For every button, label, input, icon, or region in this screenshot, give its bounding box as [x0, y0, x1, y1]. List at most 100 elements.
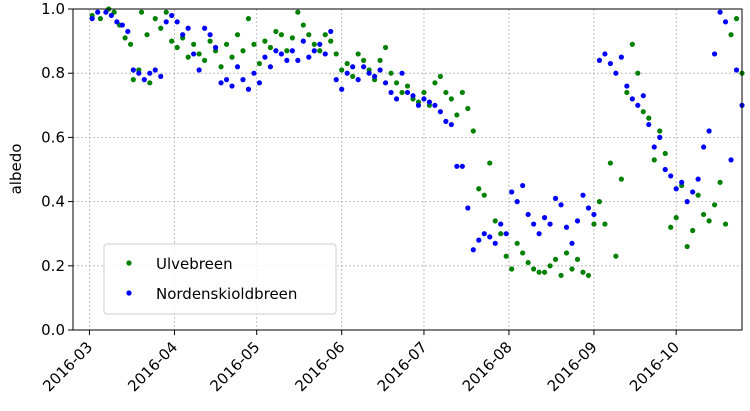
- data-point: [624, 89, 630, 96]
- series-1: [89, 9, 745, 253]
- data-point: [191, 41, 197, 47]
- data-point: [278, 32, 284, 38]
- data-point: [317, 48, 323, 54]
- data-point: [525, 259, 531, 266]
- x-tick-label: 2016-05: [206, 338, 263, 395]
- y-tick-label: 0.0: [41, 321, 65, 339]
- data-point: [306, 54, 312, 60]
- data-point: [673, 215, 679, 221]
- data-point: [234, 32, 241, 38]
- data-point: [448, 96, 454, 102]
- data-point: [350, 64, 356, 70]
- data-point: [361, 64, 367, 70]
- data-point: [152, 67, 158, 73]
- data-point: [547, 221, 553, 227]
- data-point: [377, 57, 383, 63]
- x-tick-label: 2016-04: [124, 338, 181, 395]
- data-point: [701, 144, 707, 150]
- data-point: [289, 48, 295, 54]
- data-point: [514, 240, 520, 246]
- data-point: [404, 83, 411, 89]
- data-point: [295, 9, 301, 15]
- data-point: [103, 9, 109, 15]
- data-point: [668, 224, 674, 230]
- data-point: [728, 157, 734, 163]
- data-point: [344, 70, 350, 76]
- data-point: [229, 54, 235, 60]
- data-point: [558, 202, 564, 208]
- data-point: [174, 19, 180, 25]
- data-point: [629, 41, 635, 47]
- data-point: [97, 16, 104, 22]
- data-point: [130, 77, 136, 83]
- data-point: [251, 70, 257, 76]
- data-point: [695, 192, 701, 198]
- data-point: [393, 96, 400, 102]
- data-point: [410, 93, 416, 99]
- data-point: [498, 231, 504, 237]
- data-point: [591, 211, 597, 218]
- data-point: [245, 86, 252, 92]
- data-point: [552, 256, 559, 262]
- data-point: [574, 218, 581, 224]
- data-point: [317, 41, 323, 47]
- data-point: [492, 218, 498, 224]
- data-point: [706, 128, 712, 134]
- data-point: [393, 80, 400, 86]
- data-point: [640, 109, 646, 115]
- data-point: [169, 38, 175, 44]
- y-tick-label: 0.8: [41, 64, 65, 82]
- data-point: [207, 38, 213, 44]
- y-tick-label: 0.4: [41, 193, 65, 211]
- y-tick-label: 0.6: [41, 128, 65, 146]
- data-point: [465, 205, 471, 211]
- y-tick-label: 0.2: [41, 257, 65, 275]
- series-0: [89, 6, 745, 279]
- data-point: [580, 269, 586, 275]
- data-point: [503, 231, 509, 237]
- data-point: [624, 83, 630, 89]
- data-point: [355, 77, 361, 83]
- data-point: [481, 192, 487, 198]
- data-point: [278, 51, 284, 57]
- data-point: [717, 179, 723, 185]
- data-point: [520, 250, 526, 256]
- data-point: [646, 121, 652, 128]
- data-point: [448, 121, 454, 128]
- data-point: [520, 182, 526, 189]
- data-point: [618, 54, 624, 60]
- data-point: [547, 263, 553, 269]
- data-point: [613, 70, 619, 76]
- legend-box: [103, 243, 337, 315]
- data-point: [350, 73, 356, 80]
- data-point: [635, 102, 641, 108]
- data-point: [114, 19, 120, 25]
- data-point: [185, 54, 191, 60]
- data-point: [662, 150, 668, 157]
- data-point: [262, 38, 268, 44]
- data-point: [267, 64, 274, 70]
- axes: 0.0 0.2 0.4 0.6 0.8 1.0 2016-03 2016-04 2016-05 2…: [39, 0, 683, 395]
- data-point: [541, 269, 548, 275]
- data-point: [701, 211, 707, 218]
- data-point: [711, 202, 718, 208]
- data-point: [629, 96, 635, 102]
- data-point: [95, 9, 101, 15]
- data-point: [607, 160, 613, 166]
- data-point: [618, 176, 624, 182]
- data-point: [563, 224, 570, 230]
- data-point: [218, 64, 224, 70]
- data-point: [174, 44, 180, 51]
- x-tick-label: 2016-03: [39, 338, 96, 395]
- data-point: [311, 41, 317, 47]
- data-point: [525, 211, 531, 218]
- data-point: [498, 221, 504, 227]
- data-point: [163, 19, 169, 25]
- data-point: [333, 77, 339, 83]
- data-point: [668, 173, 674, 179]
- data-point: [596, 199, 603, 205]
- data-point: [531, 266, 537, 272]
- data-point: [223, 41, 230, 47]
- data-points: [89, 6, 745, 279]
- data-point: [437, 73, 444, 80]
